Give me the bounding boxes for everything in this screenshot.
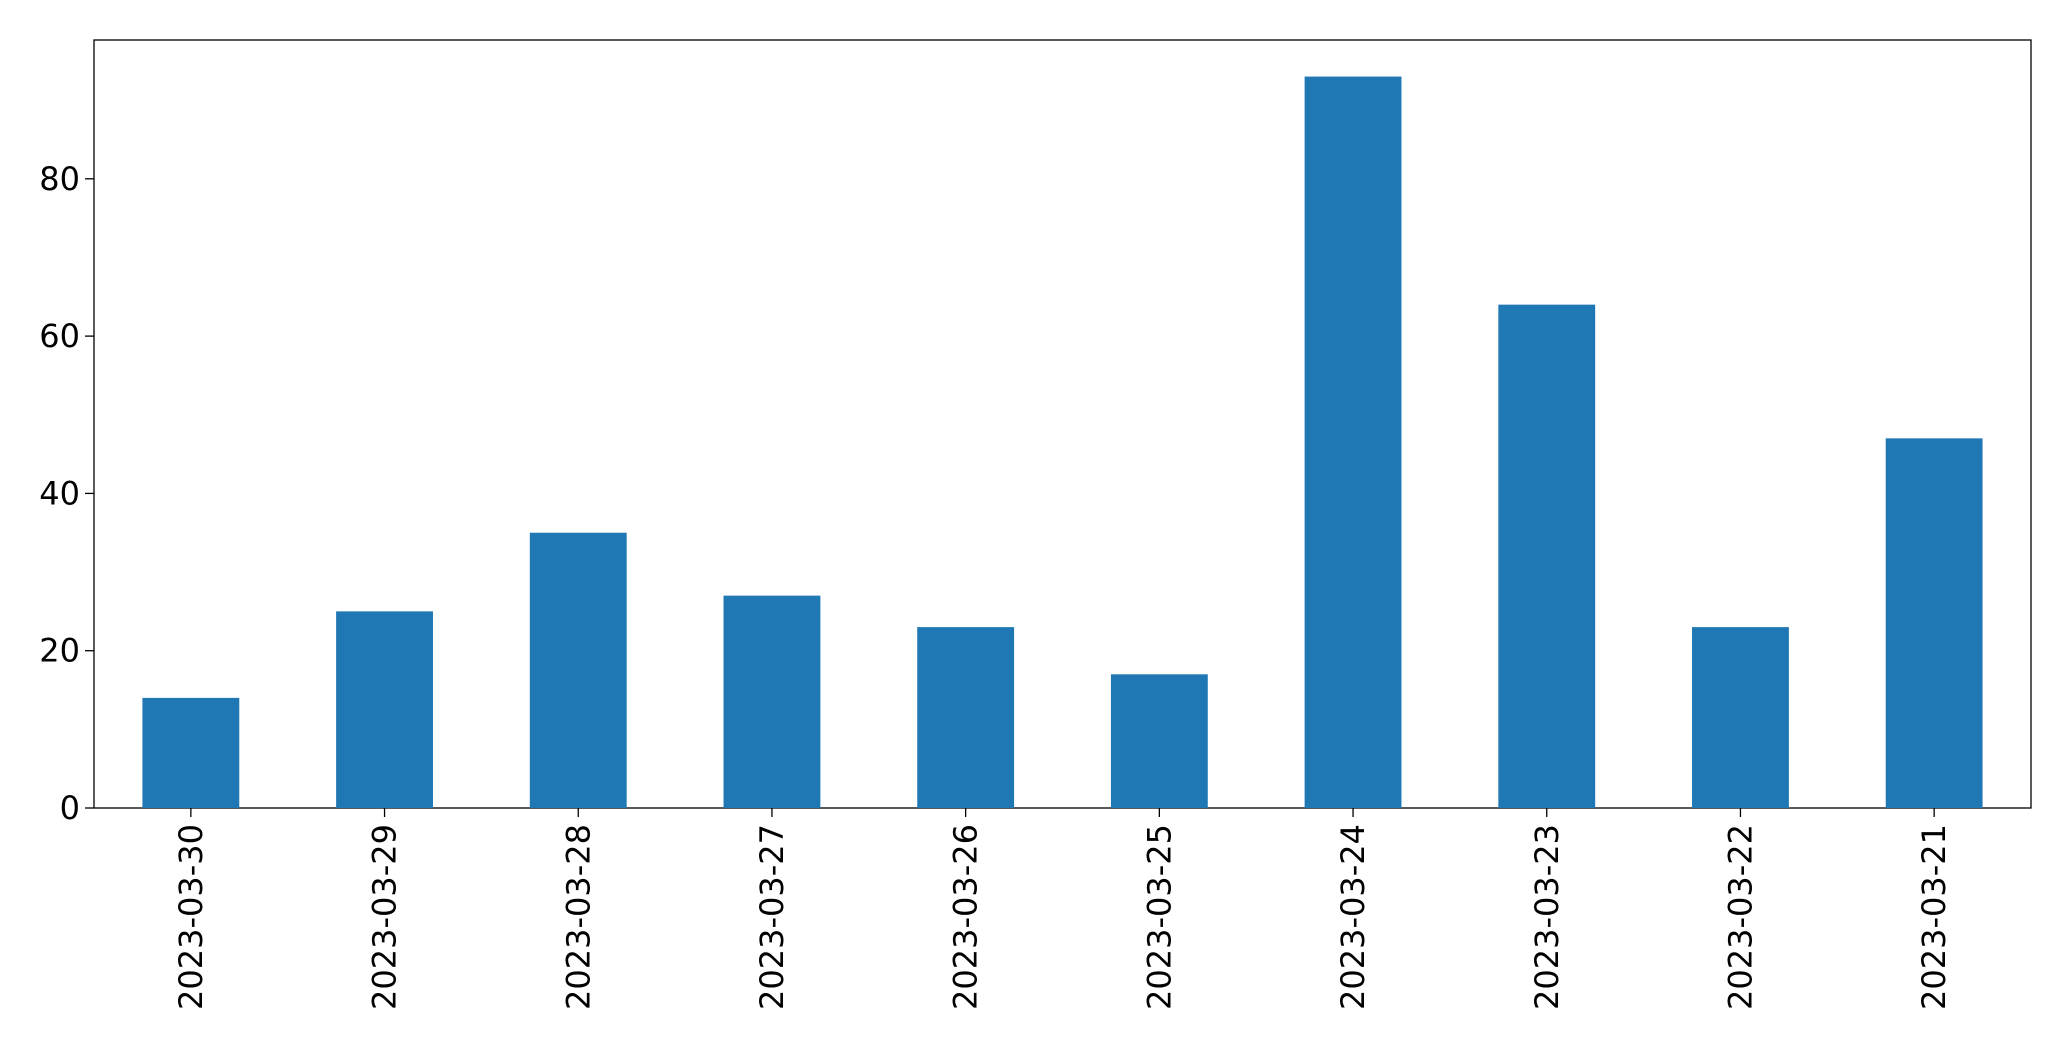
y-tick-label: 20 — [39, 632, 80, 670]
bar — [917, 627, 1015, 808]
x-tick-label: 2023-03-25 — [1140, 824, 1178, 1010]
bar — [1692, 627, 1789, 808]
y-tick-label: 80 — [39, 160, 80, 198]
x-tick-label: 2023-03-27 — [753, 824, 791, 1010]
x-tick-label: 2023-03-30 — [172, 824, 210, 1010]
y-tick-label: 40 — [39, 474, 80, 512]
bar — [1498, 304, 1596, 808]
bar — [723, 595, 821, 808]
bar — [336, 611, 433, 808]
x-tick-label: 2023-03-26 — [947, 824, 985, 1010]
x-tick-label: 2023-03-21 — [1915, 824, 1953, 1010]
bar — [1110, 674, 1208, 808]
bar — [142, 697, 240, 808]
y-tick-label: 0 — [60, 789, 80, 827]
x-tick-label: 2023-03-28 — [559, 824, 597, 1010]
x-tick-label: 2023-03-23 — [1528, 824, 1566, 1010]
x-tick-label: 2023-03-24 — [1334, 824, 1372, 1010]
x-tick-label: 2023-03-22 — [1721, 824, 1759, 1010]
bar — [529, 532, 627, 808]
plot-frame — [93, 39, 2032, 809]
x-tick-label: 2023-03-29 — [366, 824, 404, 1010]
bar — [1885, 438, 1983, 808]
bar — [1304, 76, 1402, 809]
y-tick-label: 60 — [39, 317, 80, 355]
